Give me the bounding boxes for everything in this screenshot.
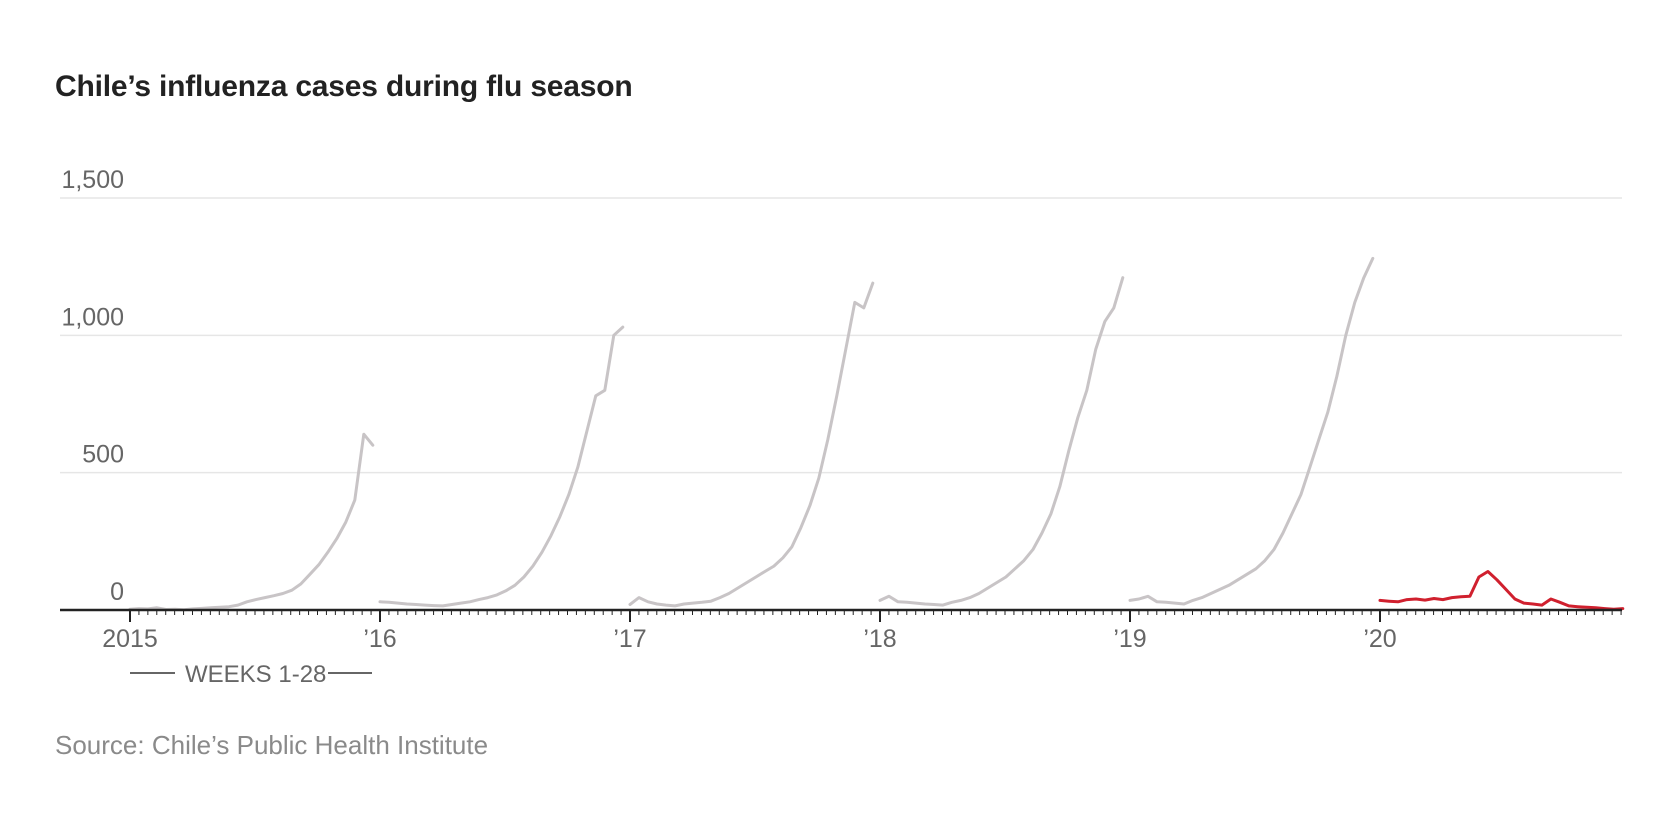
x-tick-label: ’17: [613, 625, 646, 653]
series-line: [1128, 256, 1375, 606]
gridlines: [60, 197, 1622, 474]
annotation-label: WEEKS 1-28: [185, 661, 326, 688]
x-tick-label: ’16: [363, 625, 396, 653]
series-line: [1378, 570, 1625, 611]
series-lines: [128, 256, 1625, 612]
y-tick-label: 500: [82, 441, 124, 469]
x-axis-ticks: 2015 ’16 ’17 ’18 ’19 ’20: [102, 625, 1397, 653]
series-line: [628, 281, 875, 608]
series-line: [378, 325, 625, 608]
x-tick-label: 2015: [102, 625, 158, 653]
x-tick-label: ’19: [1113, 625, 1146, 653]
y-axis-ticks: 0 500 1,000 1,500: [61, 166, 124, 606]
chart-title: Chile’s influenza cases during flu seaso…: [55, 70, 633, 103]
y-tick-label: 0: [110, 578, 124, 606]
series-line: [878, 276, 1125, 607]
series-line: [128, 432, 375, 612]
weeks-annotation: WEEKS 1-28: [130, 661, 372, 688]
source-note: Source: Chile’s Public Health Institute: [55, 730, 489, 760]
y-tick-label: 1,500: [61, 166, 124, 194]
x-axis: [60, 608, 1622, 622]
x-tick-label: ’20: [1363, 625, 1396, 653]
y-tick-label: 1,000: [61, 303, 124, 331]
x-tick-label: ’18: [863, 625, 896, 653]
